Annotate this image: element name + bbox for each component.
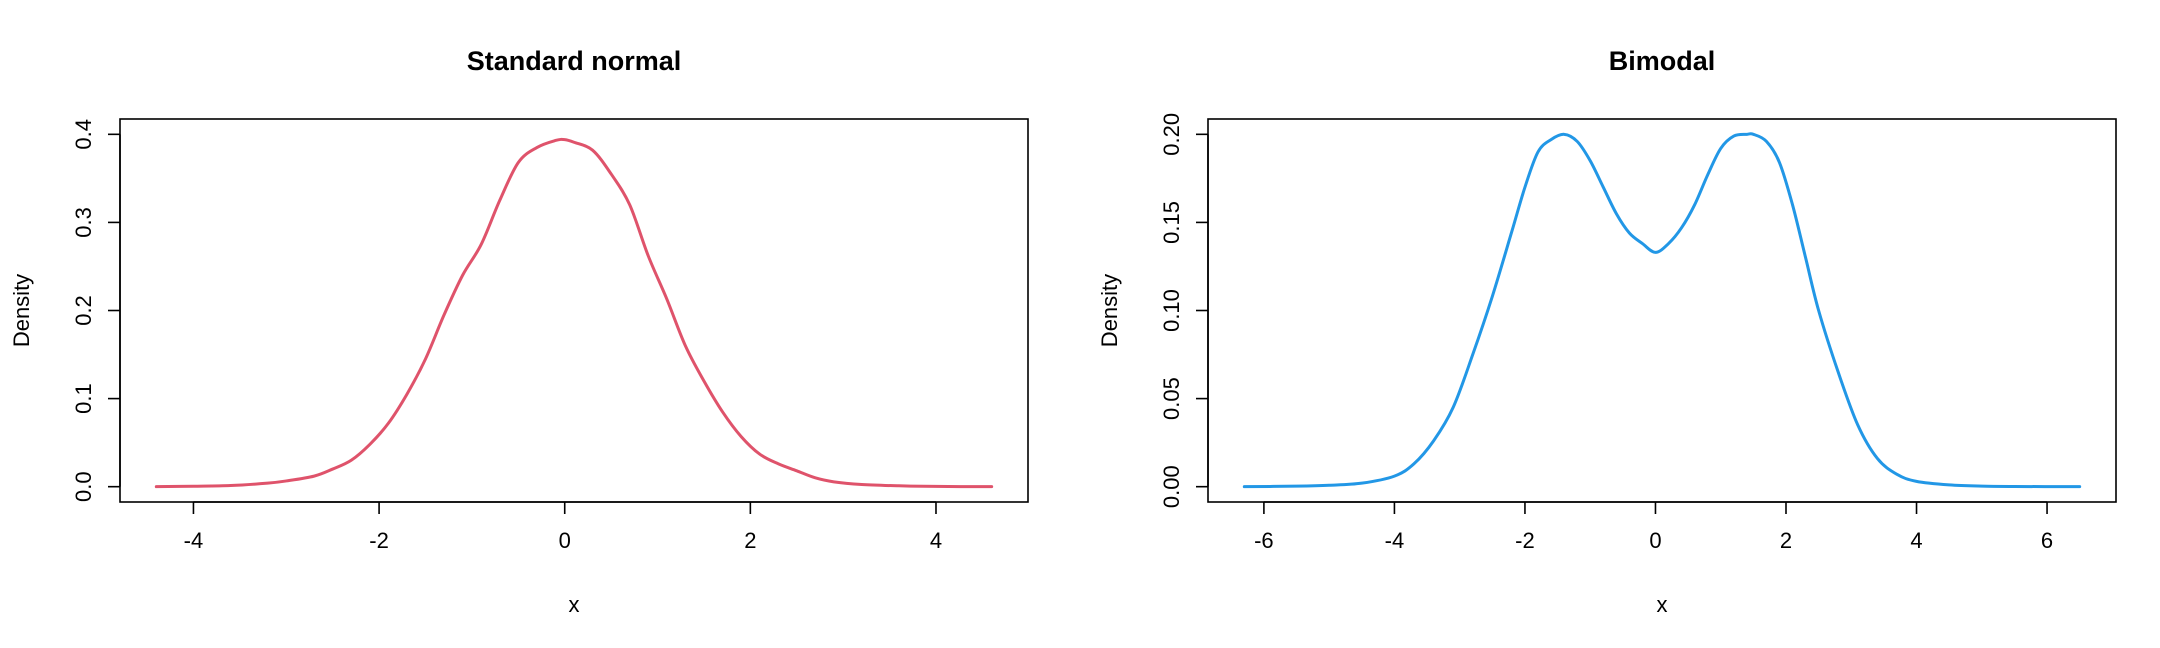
x-tick-label: 6	[2041, 528, 2053, 553]
x-tick-label: 4	[930, 528, 942, 553]
x-tick-label: 0	[1649, 528, 1661, 553]
density-curve	[154, 137, 994, 489]
y-tick-label: 0.15	[1159, 201, 1184, 244]
x-tick-label: 2	[744, 528, 756, 553]
x-axis-label: x	[569, 592, 580, 617]
plot-frame	[119, 118, 1029, 503]
chart-title: Bimodal	[1609, 46, 1716, 76]
y-axis-label: Density	[9, 274, 34, 347]
x-tick-label: 4	[1910, 528, 1922, 553]
y-tick-label: 0.05	[1159, 377, 1184, 420]
x-tick-label: 0	[559, 528, 571, 553]
y-tick-label: 0.10	[1159, 289, 1184, 332]
x-tick-label: -2	[369, 528, 389, 553]
x-axis-label: x	[1657, 592, 1668, 617]
x-tick-label: -6	[1254, 528, 1274, 553]
y-tick-label: 0.3	[71, 207, 96, 238]
panel-bimodal: Bimodal -6 -4 -2 0 2 4 6 0.00 0.05 0.10 0.15 0.20 x De…	[1097, 46, 2117, 617]
y-tick-label: 0.00	[1159, 465, 1184, 508]
y-tick-label: 0.1	[71, 383, 96, 414]
y-tick-label: 0.4	[71, 119, 96, 150]
y-tick-label: 0.20	[1159, 113, 1184, 156]
y-tick-label: 0.0	[71, 471, 96, 502]
panel-standard-normal: Standard normal -4 -2 0 2 4 0.0 0.1 0.2 0.3 0.4 x De…	[9, 46, 1029, 617]
density-curve	[1242, 132, 2082, 489]
y-axis-label: Density	[1097, 274, 1122, 347]
x-tick-label: -4	[1385, 528, 1405, 553]
chart-title: Standard normal	[467, 46, 682, 76]
x-tick-label: -2	[1515, 528, 1535, 553]
plot-frame	[1207, 118, 2117, 503]
y-tick-label: 0.2	[71, 295, 96, 326]
x-tick-label: 2	[1780, 528, 1792, 553]
x-tick-label: -4	[184, 528, 204, 553]
